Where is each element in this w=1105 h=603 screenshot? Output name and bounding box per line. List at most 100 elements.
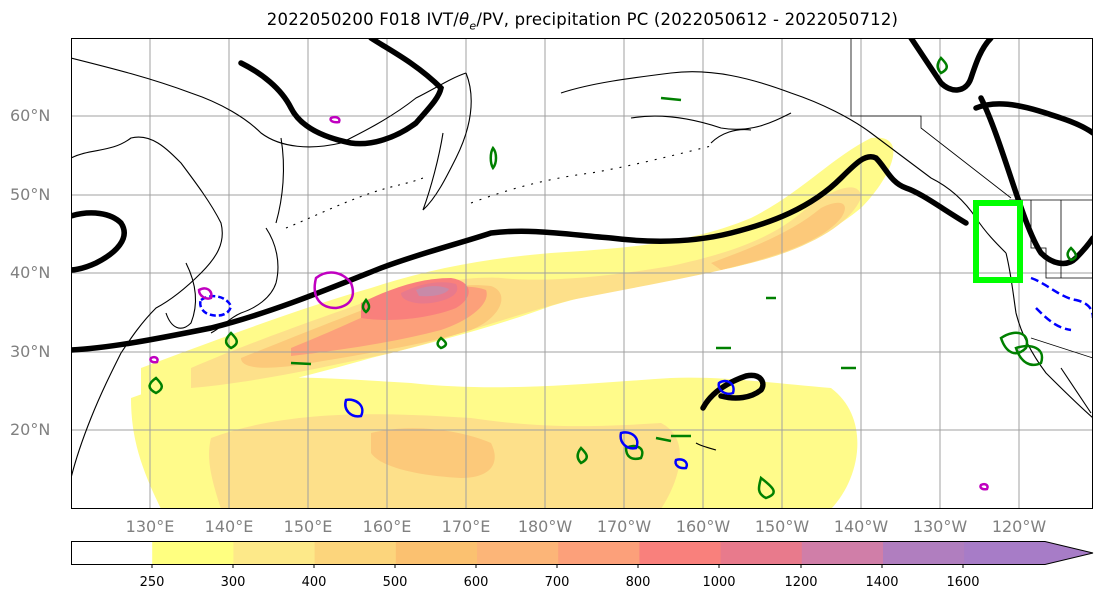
lat-label-60: 60°N	[10, 106, 51, 125]
colorbar-segment-5	[477, 541, 559, 565]
colorbar-tick-300: 300	[220, 575, 246, 590]
lon-label-170e: 170°E	[441, 517, 491, 536]
border-alaska-canada	[850, 38, 1012, 199]
colorbar-tick-500: 500	[382, 575, 408, 590]
green-blob-4	[436, 336, 448, 350]
green-blob-alaska	[489, 145, 498, 171]
green-line-1	[290, 361, 312, 366]
colorbar-tick-1200: 1200	[784, 575, 818, 590]
lon-label-140e: 140°E	[204, 517, 254, 536]
map-border	[71, 38, 1093, 509]
colorbar-segment-1	[152, 541, 234, 565]
coast-asia-mainland	[71, 136, 223, 479]
contour-north-right	[908, 38, 994, 93]
ivt-shading	[131, 137, 894, 509]
green-blob-3	[361, 297, 371, 314]
colorbar-tick-1400: 1400	[865, 575, 899, 590]
colorbar-segment-9	[801, 541, 884, 565]
pv-blue-contours	[198, 276, 1093, 470]
contour-japan-west	[71, 210, 127, 273]
magenta-loop-main	[313, 271, 355, 310]
magenta-dot-1	[329, 115, 341, 124]
colorbar-segment-10	[883, 541, 965, 565]
green-blob-7	[999, 331, 1029, 355]
magenta-dot-3	[979, 482, 989, 491]
green-blob-9	[624, 444, 644, 461]
colorbar-segment-6	[558, 541, 640, 565]
pv-green-contours	[148, 56, 1078, 500]
colorbar-tick-700: 700	[544, 575, 570, 590]
colorbar-tick-1600: 1600	[946, 575, 980, 590]
ivt-river-1200	[416, 286, 449, 297]
colorbar-segments	[71, 541, 1093, 565]
graticule	[71, 38, 1093, 509]
magenta-loop-japan	[197, 287, 213, 300]
contour-arc-north	[238, 38, 444, 147]
ivt-river-ne	[711, 202, 845, 270]
lon-label-150e: 150°E	[283, 517, 333, 536]
map-title: 2022050200 F018 IVT/θe/PV, precipitation…	[266, 10, 899, 33]
coast-sakhalin	[275, 137, 284, 224]
lat-label-30: 30°N	[10, 342, 51, 361]
coast-baja	[1060, 367, 1092, 414]
magenta-dot-2	[149, 355, 159, 364]
colorbar-segment-8	[720, 541, 803, 565]
colorbar-segment-3	[314, 541, 397, 565]
colorbar-tick-800: 800	[625, 575, 651, 590]
colorbar-tick-400: 400	[301, 575, 327, 590]
colorbar-tick-250: 250	[139, 575, 165, 590]
lon-label-150w: 150°W	[754, 517, 810, 536]
coast-russia-north	[71, 57, 342, 148]
lon-label-180w: 180°W	[517, 517, 573, 536]
lat-label-20: 20°N	[10, 420, 51, 439]
lon-label-130e: 130°E	[125, 517, 175, 536]
colorbar	[71, 541, 1094, 568]
blue-blob-3	[674, 458, 688, 470]
green-blob-10	[936, 56, 948, 75]
colorbar-segment-2	[233, 541, 316, 565]
pv-magenta-contours	[149, 115, 989, 491]
colorbar-ticks	[151, 564, 964, 568]
colorbar-segment-4	[395, 541, 478, 565]
blue-dashed-east	[1030, 276, 1093, 319]
green-blob-1	[148, 376, 163, 395]
contour-alaska	[973, 101, 1093, 136]
coast-korea	[165, 262, 197, 329]
colorbar-segment-0	[71, 541, 153, 565]
contour-canada-right	[978, 95, 1093, 267]
lon-label-160w: 160°W	[675, 517, 731, 536]
lon-label-160e: 160°E	[362, 517, 412, 536]
lon-label-120w: 120°W	[991, 517, 1047, 536]
lon-label-170w: 170°W	[596, 517, 652, 536]
green-blob-2	[224, 331, 238, 350]
blue-blob-2	[619, 431, 639, 450]
colorbar-outline	[71, 541, 1094, 565]
green-blob-8	[1014, 344, 1044, 367]
coast-kamchatka	[422, 72, 472, 211]
green-blob-6	[757, 475, 775, 500]
focus-region-box	[973, 200, 1023, 283]
blue-blob-1	[344, 398, 364, 418]
lon-label-130w: 130°W	[912, 517, 968, 536]
colorbar-tick-600: 600	[463, 575, 489, 590]
lon-label-140w: 140°W	[833, 517, 889, 536]
green-line-3	[655, 436, 672, 443]
coast-alaska-islands	[710, 129, 752, 144]
coast-okhotsk	[340, 72, 467, 144]
border-us-mexico	[1030, 337, 1093, 359]
lat-label-40: 40°N	[10, 263, 51, 282]
map-panel	[71, 38, 1093, 509]
green-blob-11	[1066, 246, 1078, 262]
blue-blob-4	[717, 379, 735, 395]
colorbar-segment-11	[964, 541, 1093, 565]
green-line-7	[660, 96, 682, 102]
colorbar-tick-1000: 1000	[702, 575, 736, 590]
coast-hawaii	[695, 442, 717, 451]
blue-blob-japan	[198, 294, 233, 317]
colorbar-segment-7	[639, 541, 722, 565]
green-blob-5	[576, 446, 588, 465]
coast-alaska-inner	[630, 112, 792, 130]
ivt-band-subtropical-core	[371, 428, 495, 478]
contour-main-ridge	[71, 154, 969, 353]
blue-dashed-east-2	[1035, 307, 1072, 332]
